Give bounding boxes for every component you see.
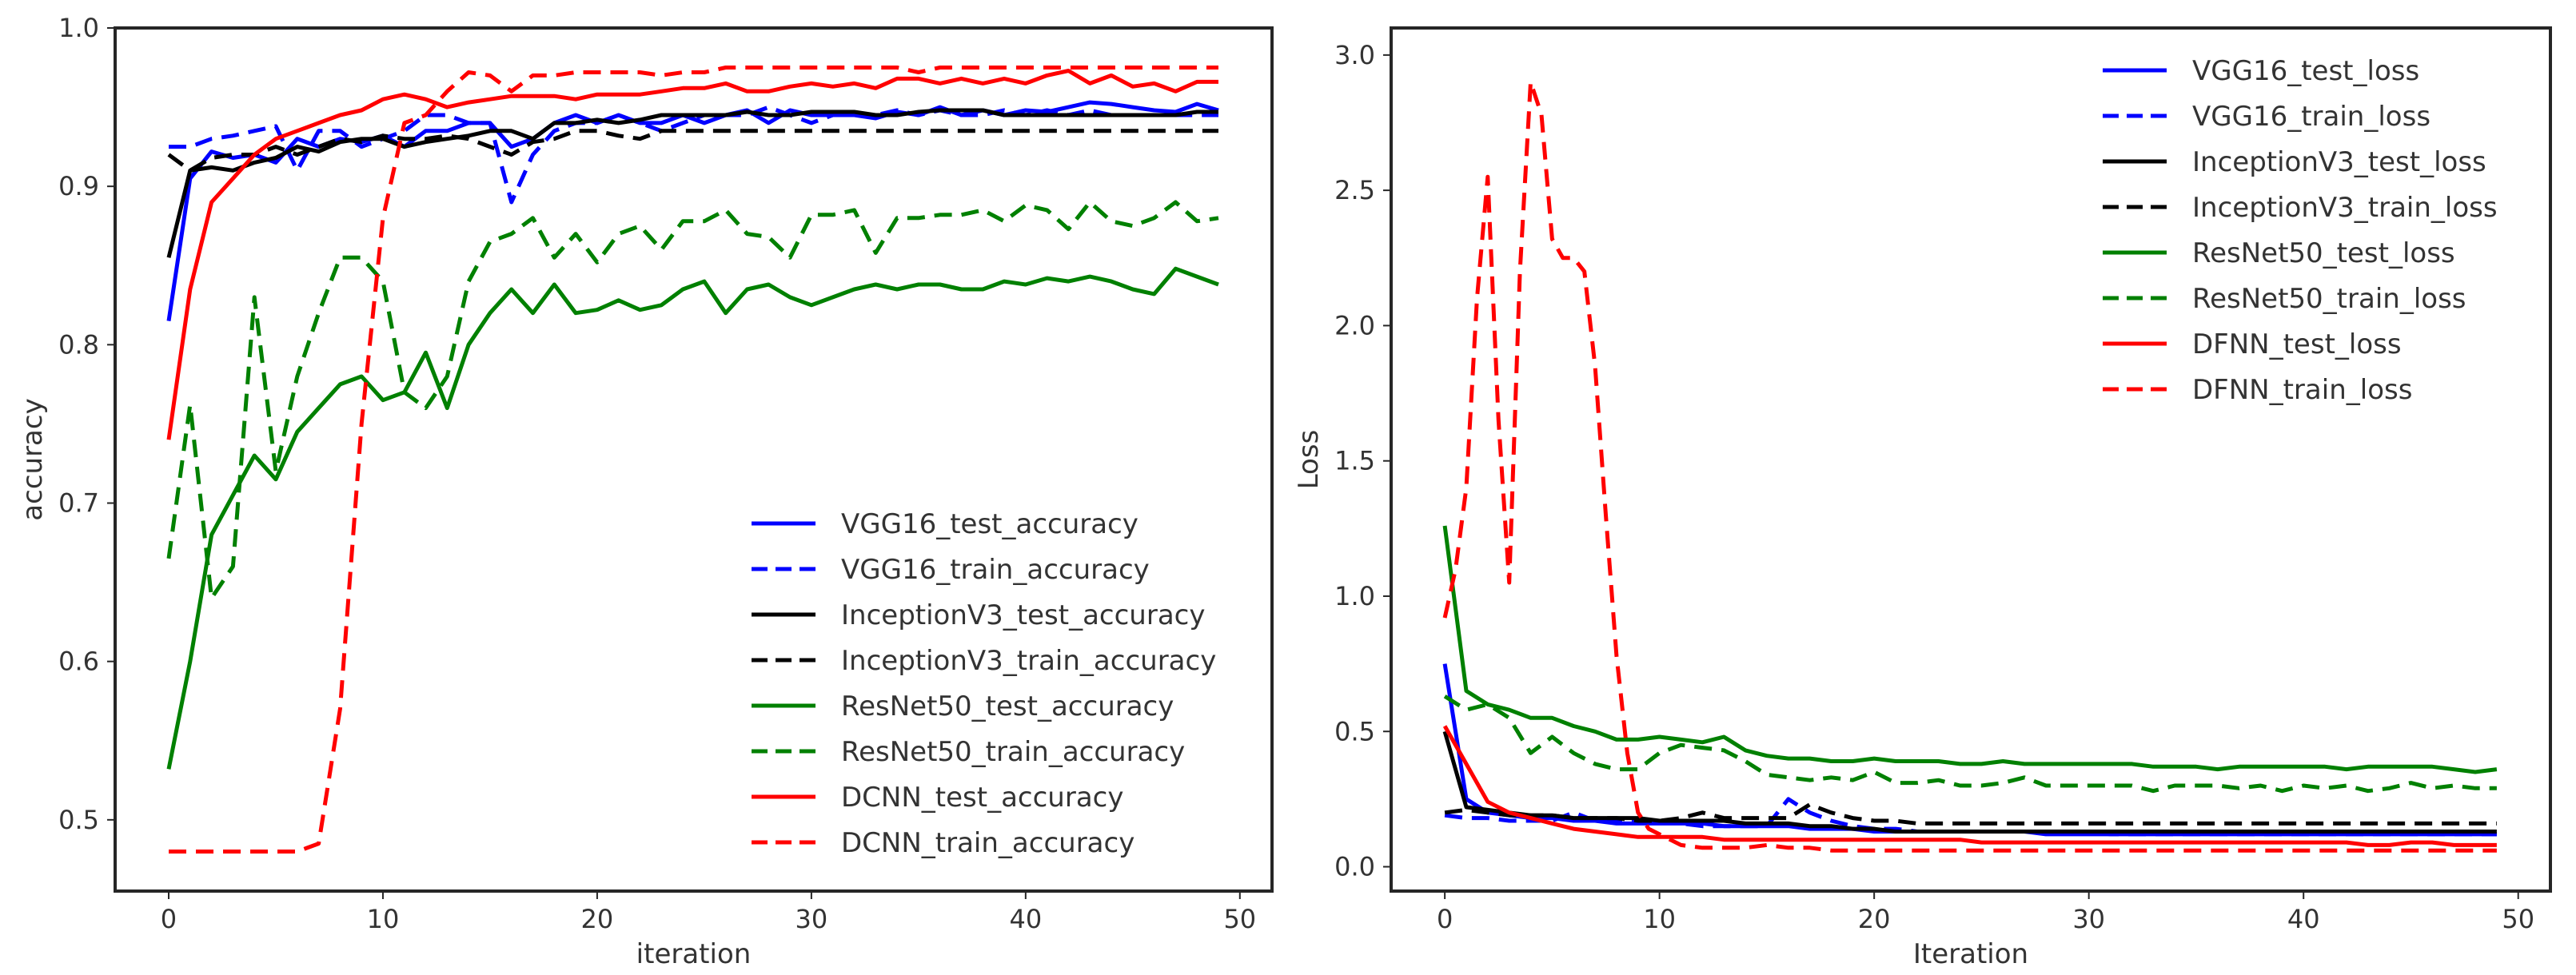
series-line-dfnn-test-loss [1442, 725, 2497, 847]
legend-label: DFNN_test_loss [2192, 328, 2402, 360]
legend-label: VGG16_train_accuracy [841, 554, 1150, 586]
legend-label: InceptionV3_test_accuracy [841, 599, 1205, 631]
y-tick-label: 0.9 [58, 171, 99, 201]
x-tick-label: 20 [1858, 904, 1891, 934]
series-group [1442, 80, 2498, 853]
accuracy-chart: 0 10 20 30 40 50 0.5 0.6 0.7 0.8 0.9 1.0 iteration ac… [17, 13, 1274, 970]
y-tick-label: 0.0 [1334, 852, 1375, 882]
x-tick-label: 30 [2072, 904, 2105, 934]
x-tick-label: 10 [1643, 904, 1676, 934]
legend: VGG16_test_accuracy VGG16_train_accuracy I… [752, 508, 1216, 859]
y-axis-label: accuracy [17, 398, 49, 520]
legend-label: DCNN_test_accuracy [841, 782, 1123, 814]
x-tick-label: 20 [581, 904, 614, 934]
x-tick-label: 40 [1009, 904, 1042, 934]
y-tick-label: 0.8 [58, 329, 99, 360]
y-tick-label: 0.5 [1334, 716, 1375, 746]
legend-label: DFNN_train_loss [2192, 374, 2412, 406]
series-line-resnet50-test-loss [1442, 525, 2498, 774]
legend-label: ResNet50_train_loss [2192, 283, 2466, 315]
x-axis-label: Iteration [1913, 938, 2028, 970]
y-tick-label: 1.0 [58, 13, 99, 43]
series-line-vgg16-train-accuracy [169, 105, 1218, 205]
series-line-inceptionv3-test-accuracy [166, 108, 1218, 258]
legend-label: InceptionV3_train_accuracy [841, 645, 1216, 677]
x-tick-label: 50 [2502, 904, 2534, 934]
series-line-dcnn-test-accuracy [166, 69, 1218, 440]
legend-label: ResNet50_test_accuracy [841, 690, 1174, 722]
x-tick-label: 30 [796, 904, 828, 934]
y-tick-label: 1.5 [1334, 446, 1375, 476]
y-tick-label: 2.0 [1334, 310, 1375, 340]
series-line-resnet50-train-accuracy [166, 200, 1219, 600]
series-line-resnet50-train-loss [1443, 694, 2497, 794]
legend-label: ResNet50_train_accuracy [841, 736, 1185, 768]
series-line-resnet50-test-accuracy [166, 266, 1219, 770]
x-tick-label: 50 [1223, 904, 1256, 934]
series-line-inceptionv3-train-accuracy [167, 129, 1218, 173]
legend-label: VGG16_train_loss [2192, 101, 2430, 133]
legend-label: VGG16_test_accuracy [841, 508, 1138, 540]
y-tick-label: 3.0 [1334, 40, 1375, 70]
series-line-dfnn-train-loss [1442, 80, 2497, 853]
y-tick-label: 0.7 [58, 488, 99, 518]
y-axis-label: Loss [1293, 430, 1325, 490]
y-tick-label: 2.5 [1334, 175, 1375, 205]
series-group [166, 66, 1219, 854]
x-tick-label: 0 [1437, 904, 1453, 934]
legend: VGG16_test_loss VGG16_train_loss Inception… [2103, 55, 2498, 406]
y-tick-label: 0.6 [58, 647, 99, 677]
x-axis-label: iteration [636, 938, 752, 970]
series-line-inceptionv3-train-loss [1444, 802, 2497, 826]
y-tick-label: 1.0 [1334, 581, 1375, 611]
series-line-dcnn-train-accuracy [169, 66, 1218, 854]
x-tick-label: 0 [161, 904, 177, 934]
y-tick-label: 0.5 [58, 805, 99, 835]
legend-label: VGG16_test_loss [2192, 55, 2419, 87]
legend-label: InceptionV3_test_loss [2192, 146, 2486, 178]
plot-frame [1390, 26, 2552, 893]
legend-label: ResNet50_test_loss [2192, 237, 2455, 269]
legend-label: InceptionV3_train_loss [2192, 192, 2498, 224]
plot-frame [114, 26, 1274, 893]
x-tick-label: 40 [2287, 904, 2320, 934]
x-tick-label: 10 [367, 904, 400, 934]
loss-chart: 0 10 20 30 40 50 0.0 0.5 1.0 1.5 2.0 2.5 3.0 Iteratio… [1293, 26, 2552, 970]
legend-label: DCNN_train_accuracy [841, 827, 1134, 859]
